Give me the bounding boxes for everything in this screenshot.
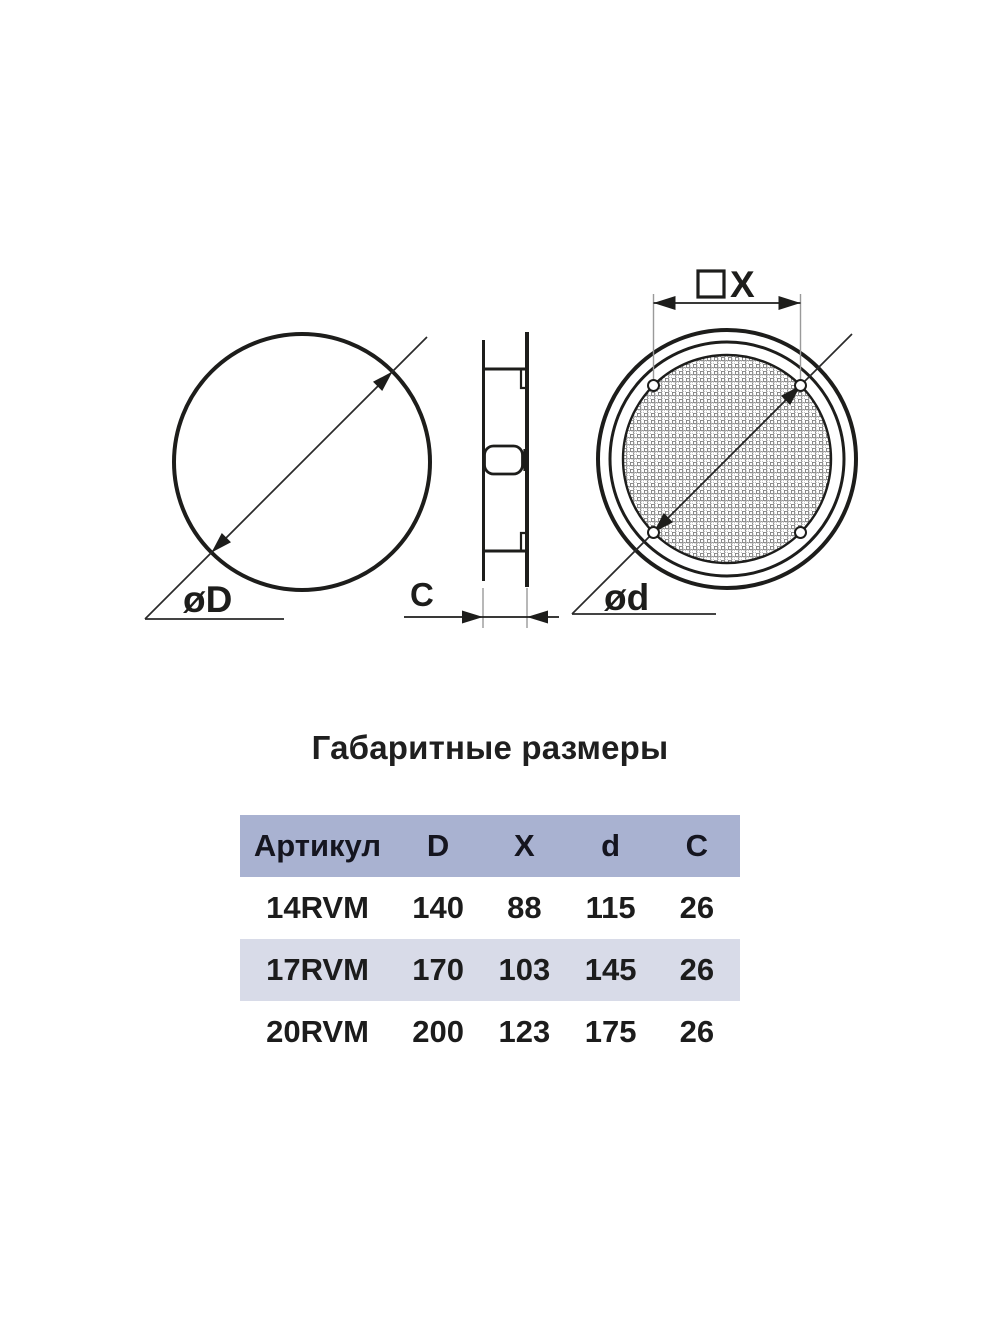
table-cell: 140 bbox=[412, 890, 464, 925]
technical-drawing: øD C bbox=[144, 264, 858, 628]
mounting-hole bbox=[647, 526, 660, 539]
back-diameter-line bbox=[571, 333, 853, 615]
header-cell-d-upper: D bbox=[395, 815, 482, 877]
table-cell: 14RVM bbox=[266, 890, 369, 925]
back-view-drawing: X ød bbox=[571, 264, 858, 618]
diameter-arrow-icon bbox=[373, 371, 393, 391]
back-diameter-label: ød bbox=[604, 577, 649, 618]
table-cell: 20RVM bbox=[266, 1014, 369, 1049]
table-cell: 26 bbox=[679, 890, 715, 925]
front-face-circle bbox=[172, 332, 432, 592]
table-cell: 103 bbox=[498, 952, 551, 987]
back-width-label: X bbox=[730, 264, 755, 305]
diameter-arrow-icon bbox=[211, 533, 231, 553]
header-cell-x: X bbox=[481, 815, 568, 877]
table-cell: 26 bbox=[679, 1014, 715, 1049]
dimension-arrow-icon bbox=[778, 296, 801, 310]
side-spring-clip bbox=[483, 444, 524, 476]
side-top-clip-hook bbox=[519, 369, 527, 390]
header-cell-c: C bbox=[653, 815, 740, 877]
table-row: 14RVM 140 88 115 26 bbox=[240, 877, 740, 939]
table-cell: 26 bbox=[679, 952, 715, 987]
table-cell: 88 bbox=[507, 890, 542, 925]
table-header-row: Артикул D X d C bbox=[240, 815, 740, 877]
dimension-arrow-icon bbox=[653, 296, 676, 310]
dimensions-table: Артикул D X d C 14RVM 140 88 115 26 17RV… bbox=[240, 815, 740, 1063]
side-depth-label: C bbox=[410, 576, 434, 613]
table-cell: 200 bbox=[412, 1014, 464, 1049]
dimension-arrow-icon bbox=[527, 610, 548, 624]
table-cell: 170 bbox=[412, 952, 464, 987]
header-cell-article: Артикул bbox=[240, 815, 395, 877]
mounting-hole bbox=[647, 379, 660, 392]
front-diameter-label: øD bbox=[183, 579, 232, 620]
square-section-icon bbox=[696, 269, 726, 299]
table-cell: 123 bbox=[498, 1014, 551, 1049]
table-cell: 115 bbox=[585, 890, 636, 925]
mounting-hole bbox=[794, 526, 807, 539]
table-cell: 17RVM bbox=[266, 952, 369, 987]
side-bottom-clip-hook bbox=[519, 531, 527, 551]
back-inner-rim bbox=[608, 340, 846, 578]
table-cell: 175 bbox=[584, 1014, 637, 1049]
header-cell-d-lower: d bbox=[567, 815, 654, 877]
front-view-drawing: øD bbox=[144, 332, 432, 620]
back-outer-rim bbox=[596, 328, 858, 590]
mounting-hole bbox=[794, 379, 807, 392]
diameter-arrow-icon bbox=[653, 513, 673, 533]
table-row: 20RVM 200 123 175 26 bbox=[240, 1001, 740, 1063]
table-row: 17RVM 170 103 145 26 bbox=[240, 939, 740, 1001]
side-view-drawing: C bbox=[404, 332, 559, 628]
dimension-arrow-icon bbox=[462, 610, 483, 624]
diameter-arrow-icon bbox=[781, 385, 801, 405]
table-cell: 145 bbox=[584, 952, 637, 987]
page-title: Габаритные размеры bbox=[311, 729, 669, 766]
